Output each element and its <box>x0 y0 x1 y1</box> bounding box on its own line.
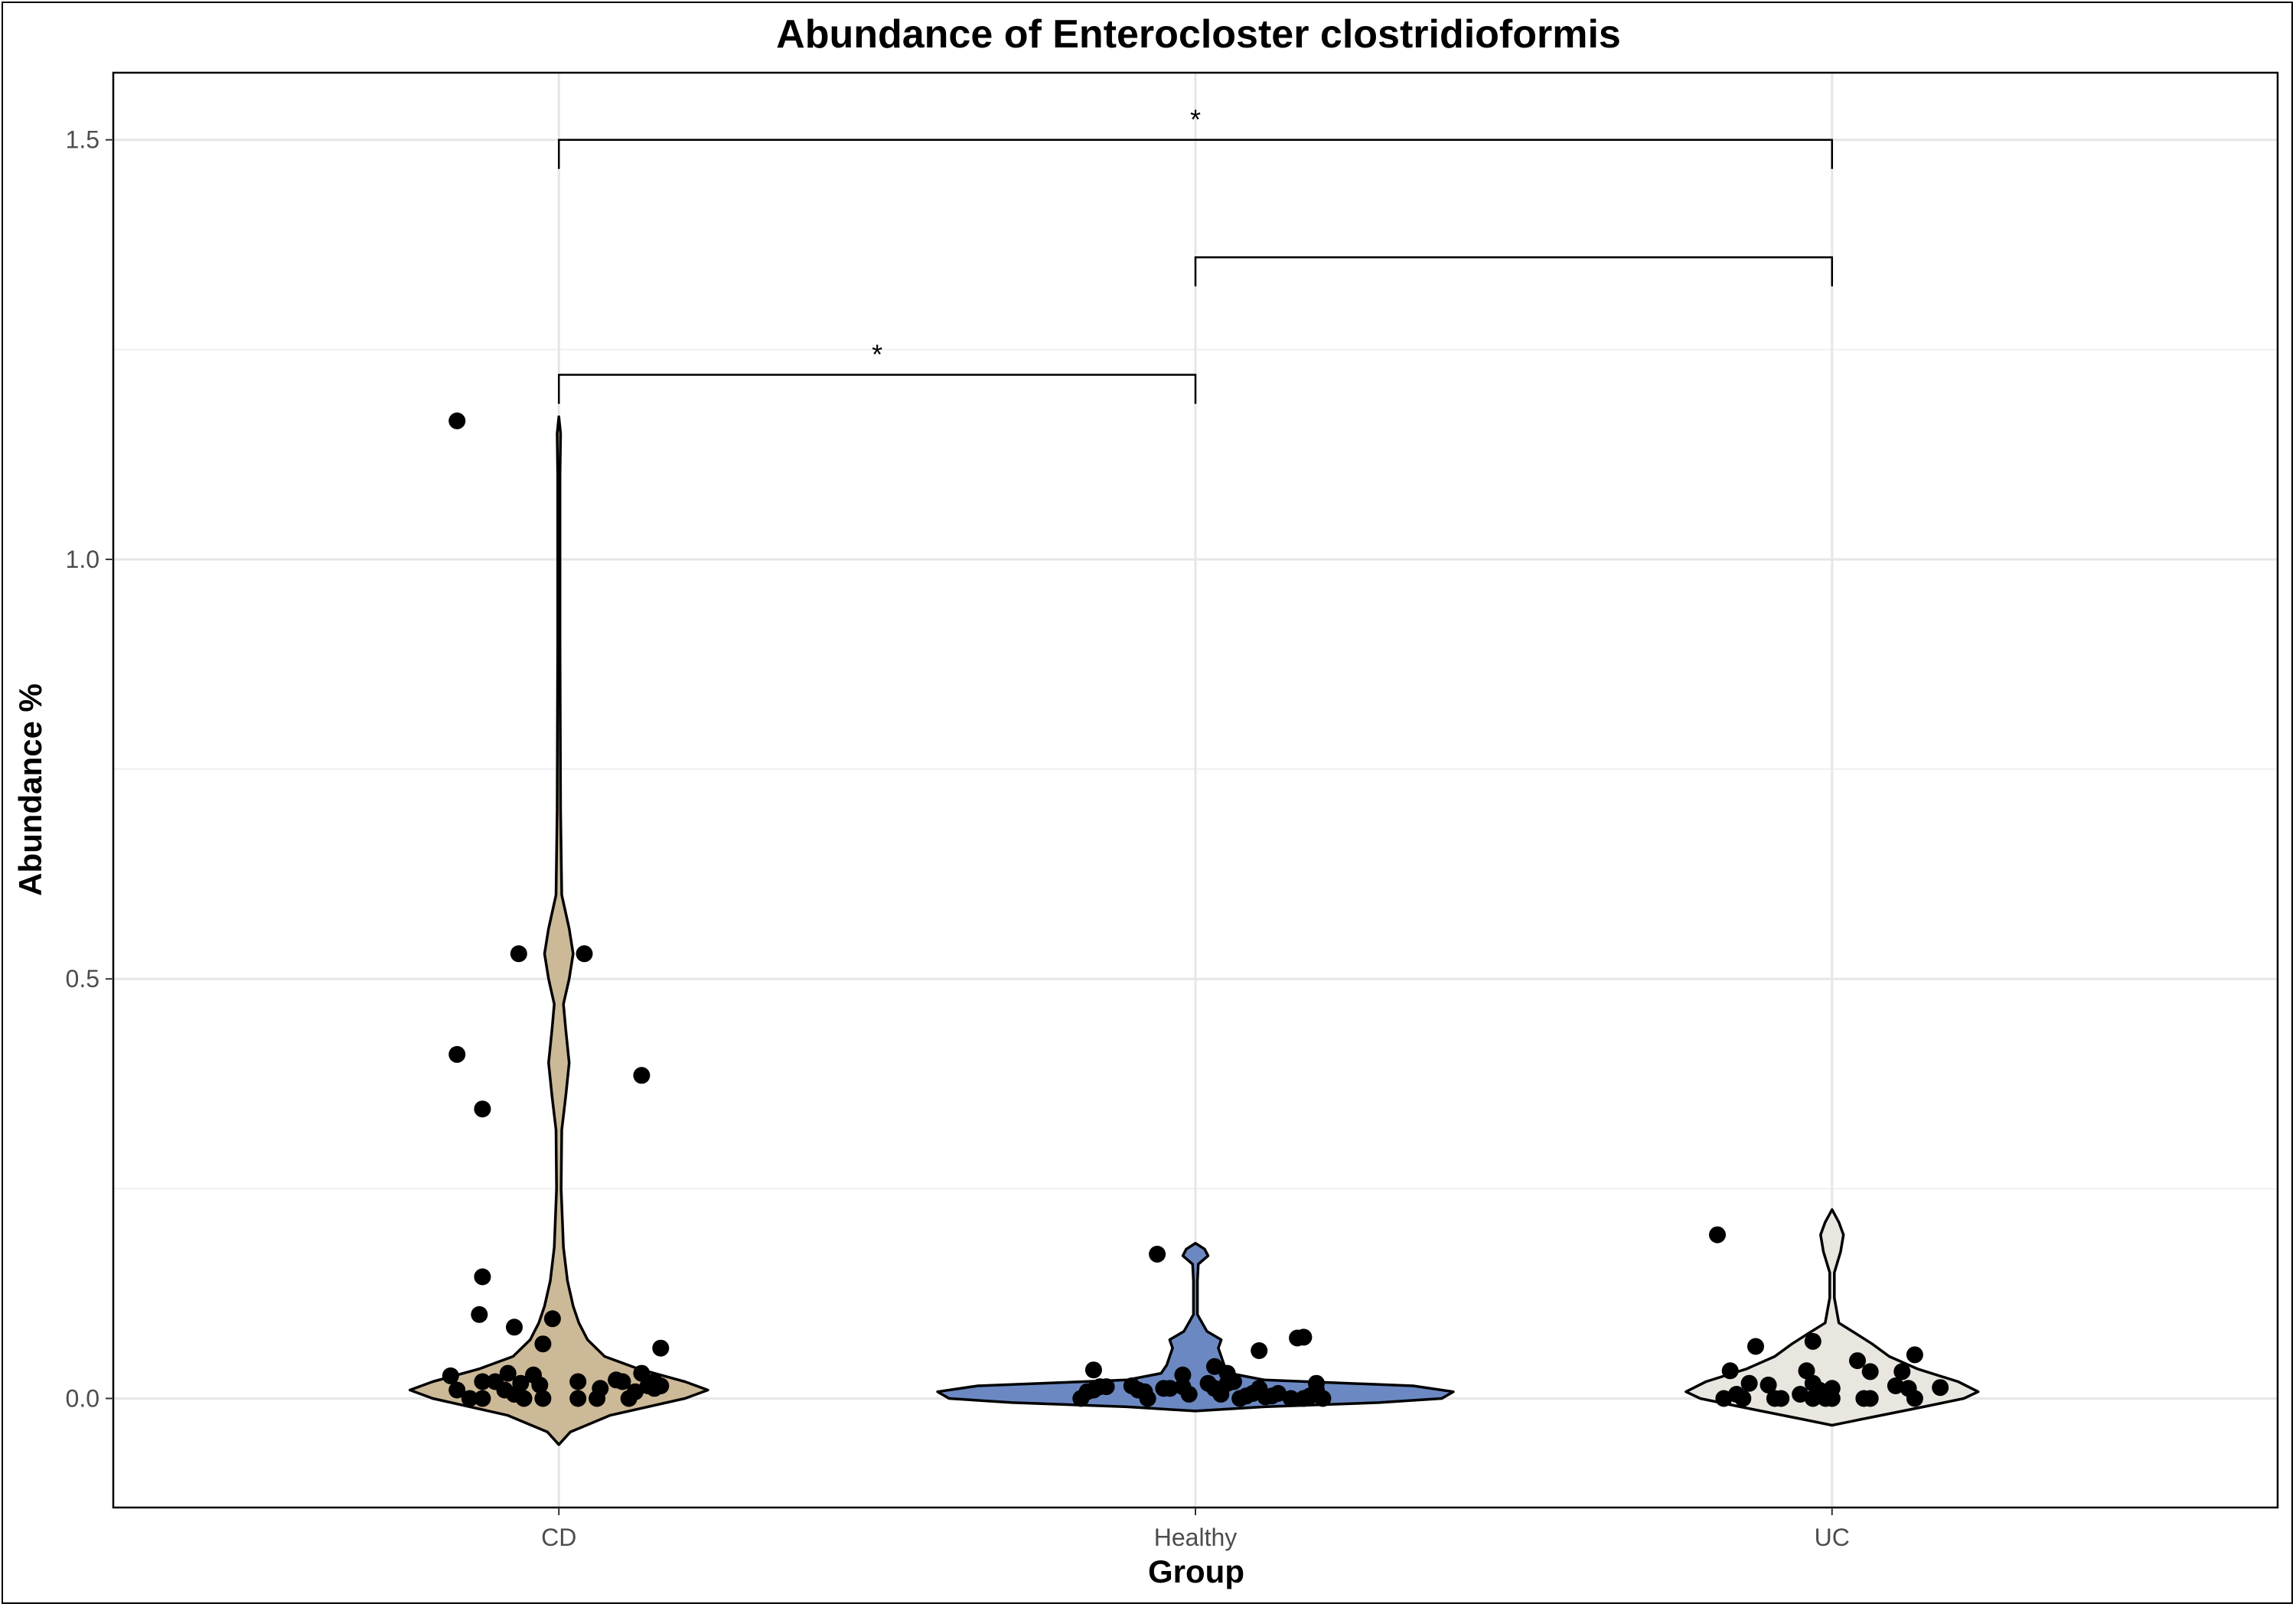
data-point <box>1773 1390 1790 1407</box>
violin-healthy <box>936 1241 1455 1413</box>
data-point <box>1798 1362 1815 1380</box>
data-point <box>1139 1390 1156 1407</box>
data-point <box>1804 1332 1821 1350</box>
data-point <box>448 412 466 429</box>
data-point <box>499 1364 517 1382</box>
violin-layer <box>408 415 1980 1446</box>
data-point <box>1308 1374 1325 1392</box>
data-point <box>474 1100 491 1118</box>
data-point <box>1734 1390 1752 1407</box>
data-point <box>448 1381 466 1399</box>
data-point <box>442 1367 459 1384</box>
data-point <box>592 1380 609 1397</box>
data-point <box>1804 1390 1821 1407</box>
significance-bracket <box>557 373 1197 404</box>
point-layer <box>442 412 1949 1407</box>
violin-cd <box>408 415 709 1446</box>
data-point <box>1715 1390 1733 1407</box>
y-axis-title: Abundance % <box>12 683 48 896</box>
data-point <box>531 1376 549 1393</box>
data-point <box>1282 1390 1300 1407</box>
y-tick-label: 0.5 <box>66 965 99 993</box>
data-point <box>1225 1373 1242 1390</box>
data-point <box>1740 1374 1758 1392</box>
data-point <box>569 1373 587 1390</box>
data-point <box>515 1390 533 1407</box>
significance-label: * <box>872 339 882 370</box>
x-axis-title: Group <box>1148 1553 1244 1589</box>
data-point <box>1295 1328 1313 1346</box>
data-point <box>1906 1346 1923 1364</box>
data-point <box>1149 1245 1166 1263</box>
data-point <box>614 1373 631 1390</box>
data-point <box>461 1390 478 1407</box>
data-point <box>576 945 593 963</box>
x-axis-ticks: CD Healthy UC <box>541 1508 1850 1551</box>
data-point <box>506 1319 523 1336</box>
data-point <box>1823 1390 1841 1407</box>
data-point <box>510 945 527 963</box>
data-point <box>652 1339 670 1357</box>
data-point <box>1887 1377 1904 1394</box>
data-point <box>1709 1226 1726 1244</box>
data-point <box>1893 1363 1911 1380</box>
significance-bracket <box>1194 256 1834 287</box>
data-point <box>1861 1363 1879 1380</box>
data-point <box>1180 1386 1198 1403</box>
data-point <box>474 1373 491 1390</box>
data-point <box>1861 1390 1879 1407</box>
data-point <box>448 1045 466 1063</box>
data-point <box>569 1390 587 1407</box>
data-point <box>633 1364 651 1382</box>
data-point <box>627 1383 644 1400</box>
data-point <box>1760 1376 1777 1393</box>
data-point <box>1206 1358 1223 1375</box>
data-point <box>1906 1390 1923 1407</box>
data-point <box>1721 1362 1739 1380</box>
data-point <box>512 1374 530 1392</box>
y-axis-ticks: 0.0 0.5 1.0 1.5 <box>66 126 113 1412</box>
y-tick-label: 1.5 <box>66 126 99 154</box>
data-point <box>652 1377 670 1394</box>
data-point <box>471 1305 488 1323</box>
data-point <box>474 1268 491 1286</box>
chart-title: Abundance of Enterocloster clostridiofor… <box>776 12 1621 57</box>
data-point <box>1084 1361 1102 1379</box>
data-point <box>543 1310 561 1328</box>
data-point <box>1849 1352 1866 1370</box>
x-tick-label: Healthy <box>1154 1524 1238 1551</box>
data-point <box>1097 1378 1115 1396</box>
data-point <box>1174 1366 1192 1384</box>
data-point <box>534 1390 552 1407</box>
x-tick-label: CD <box>541 1524 576 1551</box>
y-tick-label: 0.0 <box>66 1384 99 1412</box>
data-point <box>1932 1379 1949 1397</box>
data-point <box>633 1067 651 1084</box>
data-point <box>534 1335 552 1353</box>
significance-bracket <box>557 139 1834 169</box>
data-point <box>1314 1390 1332 1407</box>
x-tick-label: UC <box>1815 1524 1850 1551</box>
significance-label: * <box>1190 104 1201 135</box>
bracket-layer: ** <box>557 104 1834 404</box>
data-point <box>474 1390 491 1407</box>
data-point <box>1270 1384 1287 1402</box>
data-point <box>1747 1338 1764 1355</box>
data-point <box>1161 1380 1179 1397</box>
data-point <box>1792 1386 1809 1403</box>
data-point <box>1251 1342 1268 1359</box>
y-tick-label: 1.0 <box>66 546 99 573</box>
